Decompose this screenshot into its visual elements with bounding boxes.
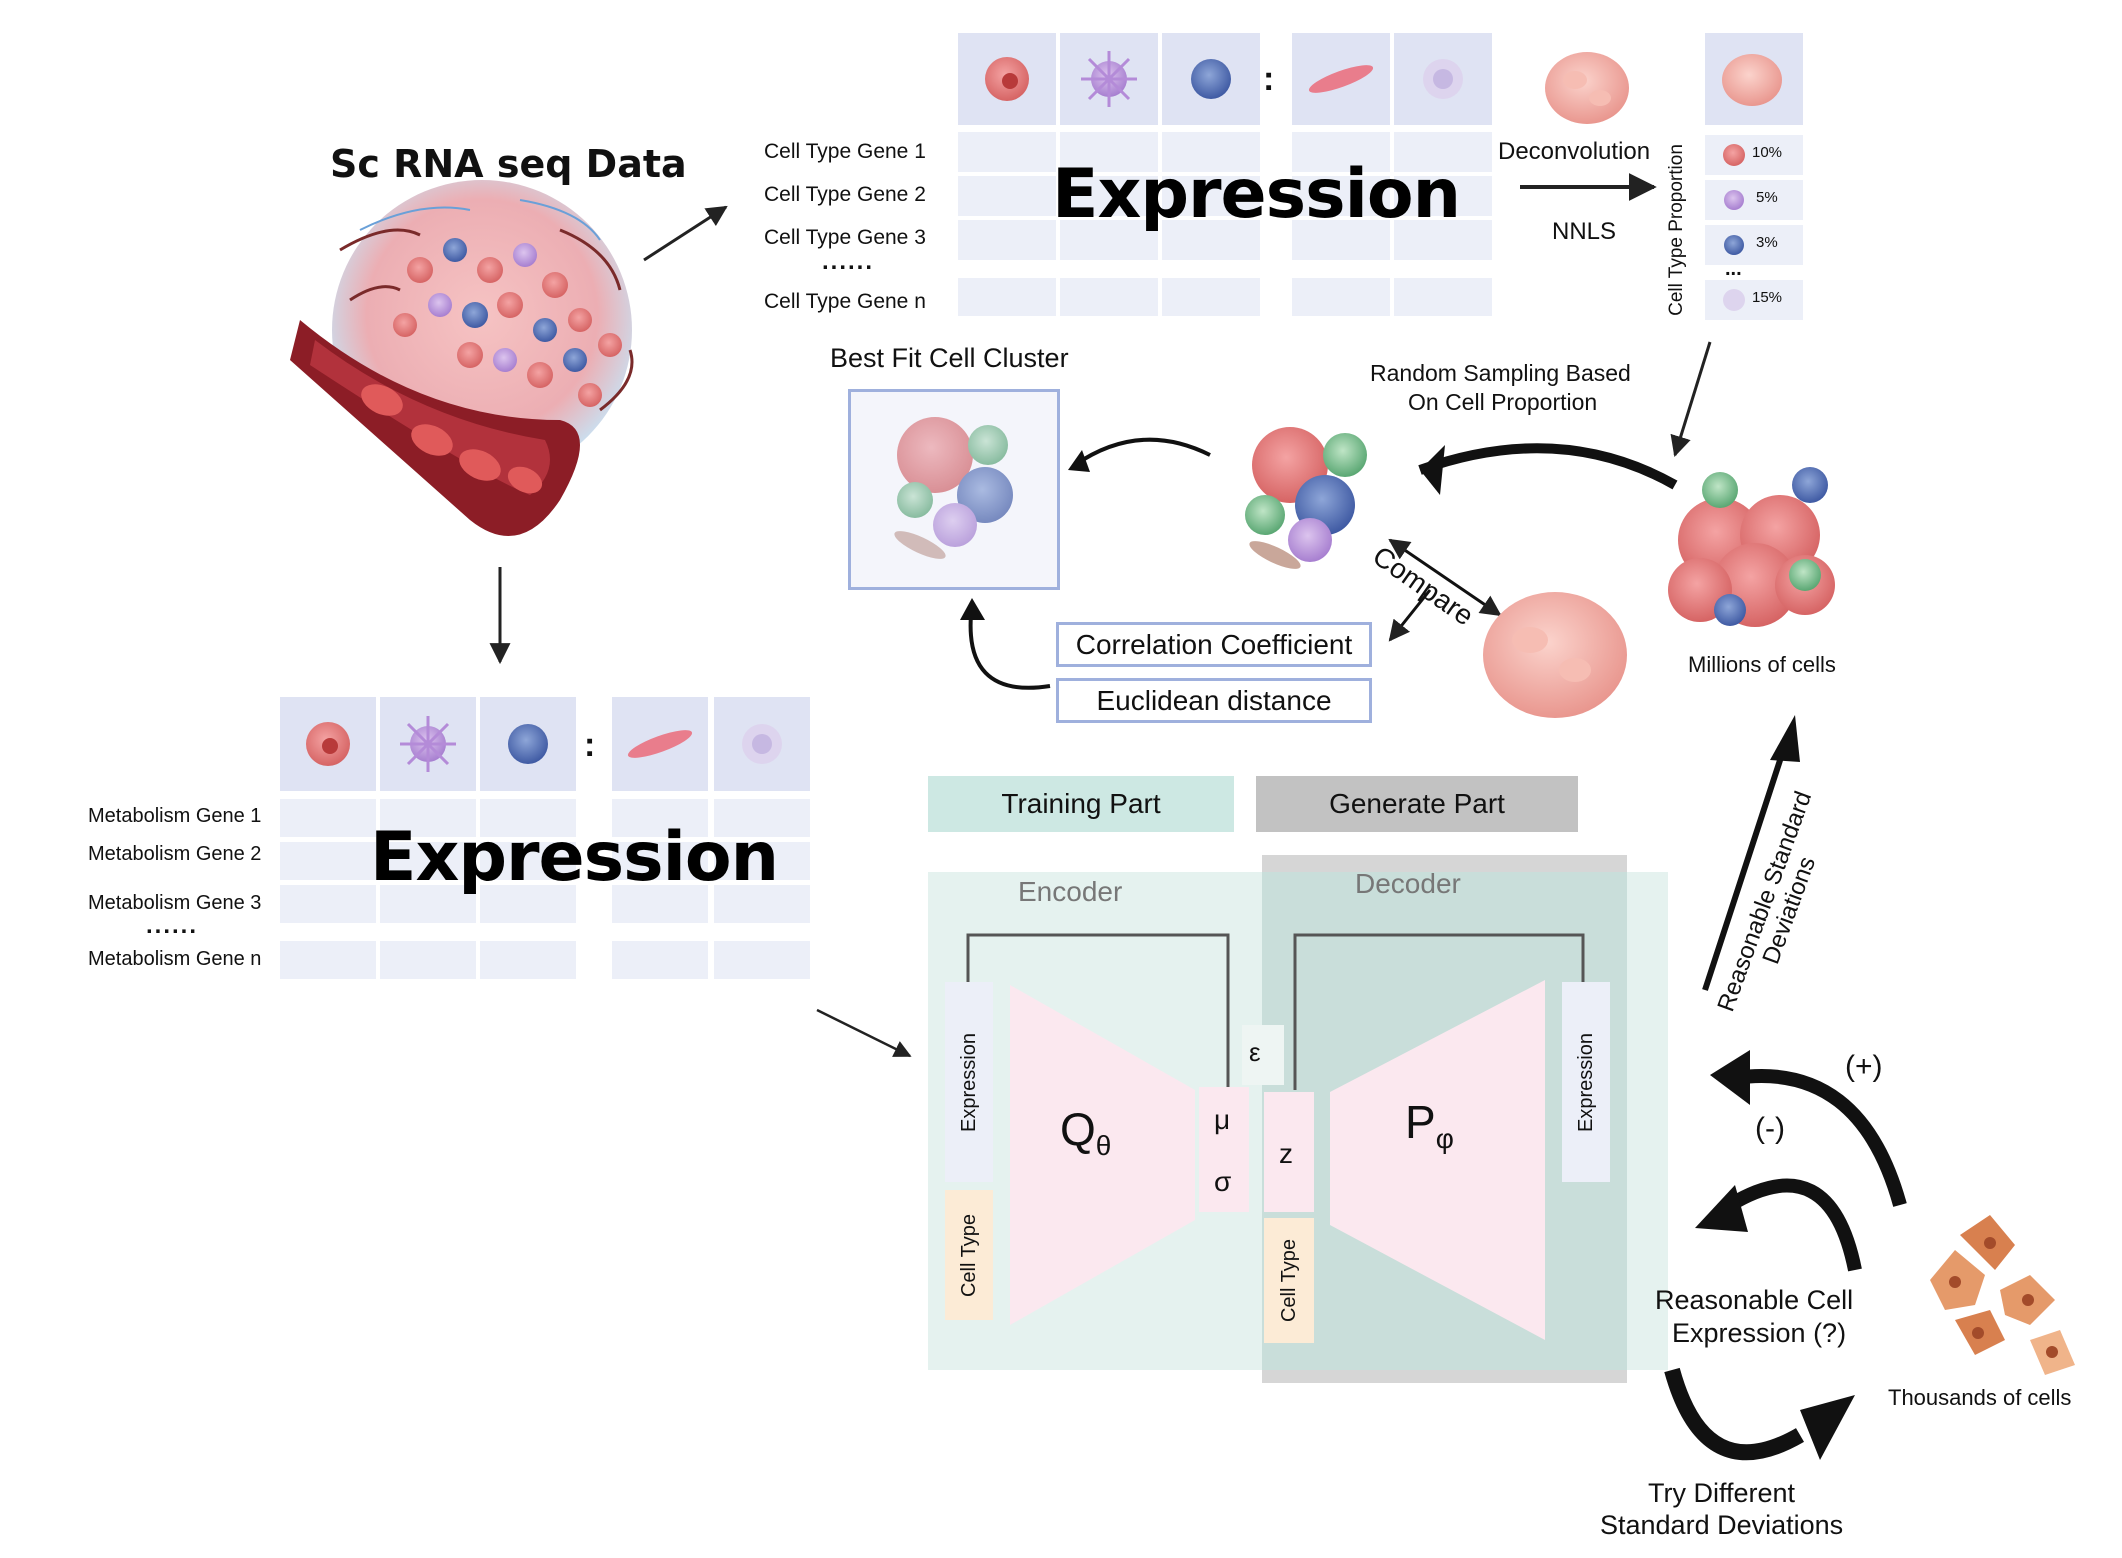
try-line-1: Try Different <box>1648 1478 1796 1508</box>
tumor-blob-compare <box>1483 592 1627 718</box>
proportion-value-2: 5% <box>1756 189 1778 206</box>
thousands-label: Thousands of cells <box>1888 1385 2072 1410</box>
meta-colon: : <box>584 726 596 764</box>
encoder-expression-input: Expression <box>957 1032 980 1132</box>
reasonable-line-2: Expression (?) <box>1672 1318 1847 1348</box>
decoder-cell-type-input: Cell Type <box>1277 1238 1300 1323</box>
meta-row-label-3: Metabolism Gene 3 <box>88 892 262 914</box>
header-red-cell <box>958 33 1056 125</box>
proportion-column <box>1705 33 1803 320</box>
millions-cluster <box>1668 467 1835 627</box>
millions-label: Millions of cells <box>1688 652 1836 677</box>
meta-header-pale-cell <box>714 697 810 791</box>
meta-row-dots: ...... <box>146 912 199 939</box>
correlation-box: Correlation Coefficient <box>1056 622 1372 667</box>
top-row-label-1: Cell Type Gene 1 <box>764 140 926 163</box>
euclidean-box: Euclidean distance <box>1056 678 1372 723</box>
meta-row-label-2: Metabolism Gene 2 <box>88 843 262 865</box>
meta-header-purple-cell <box>380 697 476 791</box>
tumor-blob-top <box>1545 52 1629 124</box>
sampling-line-2: On Cell Proportion <box>1408 389 1598 415</box>
header-fibro-cell <box>1292 33 1390 125</box>
encoder-cell-type-input: Cell Type <box>957 1213 980 1297</box>
z-label: z <box>1279 1138 1293 1169</box>
meta-expression-label: Expression <box>370 818 779 897</box>
proportion-axis-label: Cell Type Proportion <box>1666 144 1687 316</box>
meta-header-fibro-cell <box>612 697 708 791</box>
meta-row-label-n: Metabolism Gene n <box>88 948 262 970</box>
thousands-cells <box>1930 1215 2075 1375</box>
meta-header-blue-cell <box>480 697 576 791</box>
sampling-line-1: Random Sampling Based <box>1370 360 1631 386</box>
mu-label: μ <box>1214 1104 1231 1135</box>
header-purple-cell <box>1060 33 1158 125</box>
generate-part-label: Generate Part <box>1256 776 1578 832</box>
decoder-label: Decoder <box>1355 868 1461 899</box>
arrow-to-top-matrix <box>643 205 728 262</box>
header-blue-cell <box>1162 33 1260 125</box>
arrow-to-vae <box>816 1008 912 1058</box>
plus-label: (+) <box>1845 1050 1883 1083</box>
up-arrow-head <box>1770 715 1800 762</box>
compare-arrow <box>1388 538 1502 617</box>
decoder-trapezoid <box>1330 980 1545 1340</box>
top-row-label-n: Cell Type Gene n <box>764 290 926 313</box>
sc-rna-title: Sc RNA seq Data <box>330 142 687 186</box>
arrow-to-millions <box>1670 341 1712 458</box>
sigma-label: σ <box>1214 1166 1232 1197</box>
best-fit-label: Best Fit Cell Cluster <box>830 343 1069 373</box>
best-fit-box <box>848 389 1060 590</box>
meta-header-red-cell <box>280 697 376 791</box>
tissue-illustration <box>290 180 634 536</box>
sampled-cluster <box>1245 427 1367 569</box>
epsilon-label: ε <box>1249 1037 1261 1067</box>
top-row-label-2: Cell Type Gene 2 <box>764 183 926 206</box>
encoder-label: Encoder <box>1018 876 1123 907</box>
top-row-dots: ...... <box>822 248 875 275</box>
training-part-label: Training Part <box>928 776 1234 832</box>
deconvolution-label: Deconvolution <box>1498 138 1651 165</box>
top-colon: : <box>1263 60 1275 98</box>
meta-row-label-1: Metabolism Gene 1 <box>88 805 262 827</box>
nnls-label: NNLS <box>1552 218 1617 245</box>
p-phi-label: Pφ <box>1405 1096 1454 1155</box>
encoder-trapezoid <box>1010 985 1195 1325</box>
decoder-expression-output: Expression <box>1574 1032 1597 1132</box>
proportion-ellipsis: ... <box>1725 258 1742 280</box>
q-theta-label: Qθ <box>1060 1103 1112 1162</box>
sampling-arrow <box>1418 443 1678 490</box>
proportion-value-4: 15% <box>1752 289 1783 306</box>
best-fit-cells <box>894 417 1013 559</box>
minus-label: (-) <box>1755 1112 1785 1145</box>
top-row-label-3: Cell Type Gene 3 <box>764 226 926 249</box>
header-pale-cell <box>1394 33 1492 125</box>
top-expression-label: Expression <box>1052 155 1461 234</box>
try-line-2: Standard Deviations <box>1600 1510 1844 1540</box>
reasonable-line-1: Reasonable Cell <box>1655 1285 1854 1315</box>
proportion-value-3: 3% <box>1756 234 1778 251</box>
proportion-value-1: 10% <box>1752 144 1783 161</box>
